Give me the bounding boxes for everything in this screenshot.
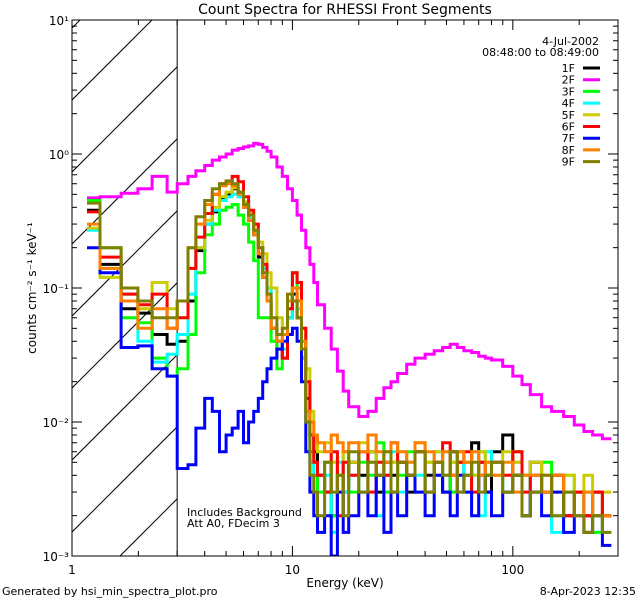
hatch-line bbox=[72, 426, 178, 533]
y-tick-label: 10¹ bbox=[49, 14, 69, 28]
series-line-2F bbox=[87, 141, 612, 441]
series-line-7F bbox=[87, 246, 612, 556]
excluded-region-hatching bbox=[72, 0, 640, 556]
y-tick-label: 10⁻² bbox=[43, 416, 70, 430]
annotation-background: Includes Background bbox=[187, 506, 302, 519]
legend-date: 4-Jul-2002 bbox=[542, 35, 599, 48]
footer-generated-by: Generated by hsi_min_spectra_plot.pro bbox=[2, 585, 218, 598]
y-tick-label: 10⁻³ bbox=[43, 550, 70, 564]
legend-time-range: 08:48:00 to 08:49:00 bbox=[482, 46, 599, 59]
x-tick-label: 100 bbox=[501, 563, 524, 577]
y-axis-label: counts cm⁻² s⁻¹ keV⁻¹ bbox=[25, 222, 39, 354]
footer-timestamp: 8-Apr-2023 12:35 bbox=[540, 585, 636, 598]
x-tick-label: 1 bbox=[68, 563, 76, 577]
legend-label-7F: 7F bbox=[562, 132, 575, 145]
hatch-line bbox=[72, 66, 178, 173]
x-axis-label: Energy (keV) bbox=[306, 576, 383, 590]
hatch-line bbox=[72, 282, 178, 389]
legend-label-1F: 1F bbox=[562, 62, 575, 75]
hatch-line bbox=[72, 20, 153, 101]
axis-ticks: 1 10 100 10⁻³ 10⁻² 10⁻¹ 10⁰ 10¹ bbox=[43, 14, 619, 577]
legend-label-8F: 8F bbox=[562, 144, 575, 157]
series-group bbox=[87, 141, 612, 556]
hatch-line bbox=[72, 138, 178, 245]
legend-label-6F: 6F bbox=[562, 121, 575, 134]
chart-title: Count Spectra for RHESSI Front Segments bbox=[198, 2, 492, 18]
series-line-9F bbox=[87, 179, 612, 534]
legend-label-2F: 2F bbox=[562, 74, 575, 87]
legend-label-9F: 9F bbox=[562, 156, 575, 169]
hatch-line bbox=[264, 0, 640, 556]
legend-label-3F: 3F bbox=[562, 85, 575, 98]
annotation-attenuator: Att A0, FDecim 3 bbox=[187, 517, 280, 530]
y-tick-label: 10⁻¹ bbox=[43, 282, 70, 296]
legend-label-4F: 4F bbox=[562, 97, 575, 110]
x-tick-label: 10 bbox=[285, 563, 300, 577]
hatch-line bbox=[72, 210, 178, 317]
legend-label-5F: 5F bbox=[562, 109, 575, 122]
hatch-line bbox=[72, 354, 178, 461]
y-tick-label: 10⁰ bbox=[49, 148, 69, 162]
hatch-lines bbox=[72, 0, 640, 556]
legend: 4-Jul-2002 08:48:00 to 08:49:00 1F2F3F4F… bbox=[482, 35, 600, 169]
